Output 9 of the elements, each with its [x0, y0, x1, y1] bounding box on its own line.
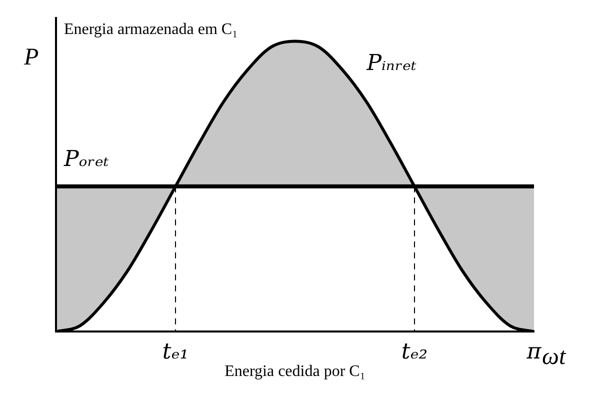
x-tick-label: tₑ₁: [162, 340, 189, 365]
x-tick-label: π: [526, 340, 542, 365]
series-label: Pᵢₙᵣₑₜ: [366, 51, 417, 76]
series-label: Pₒᵣₑₜ: [63, 147, 110, 172]
x-axis-title: ωt: [542, 344, 567, 370]
y-axis-title: P: [23, 44, 39, 70]
x-tick-label: tₑ₂: [401, 340, 428, 365]
text: Energia armazenada em C₁: [64, 21, 238, 38]
text: Energia cedida por C₁: [224, 362, 366, 380]
